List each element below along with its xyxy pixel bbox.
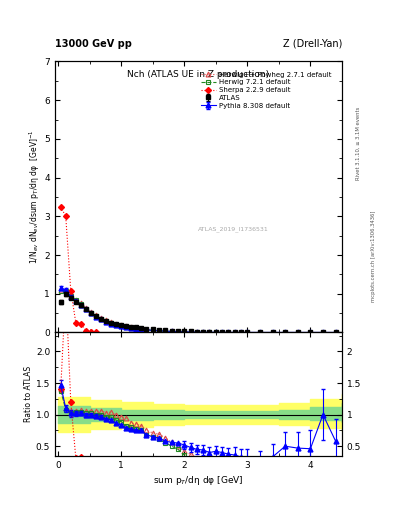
Sherpa 2.2.9 default bbox=[63, 214, 68, 220]
Herwig++ Powheg 2.7.1 default bbox=[124, 323, 129, 329]
Herwig++ Powheg 2.7.1 default bbox=[79, 301, 83, 307]
Herwig 7.2.1 default bbox=[79, 301, 83, 307]
Herwig++ Powheg 2.7.1 default bbox=[207, 329, 212, 335]
Herwig 7.2.1 default bbox=[94, 313, 98, 319]
Herwig++ Powheg 2.7.1 default bbox=[84, 305, 88, 311]
Line: Sherpa 2.2.9 default: Sherpa 2.2.9 default bbox=[59, 205, 98, 334]
Sherpa 2.2.9 default bbox=[79, 321, 83, 327]
Herwig 7.2.1 default bbox=[73, 297, 78, 304]
Herwig++ Powheg 2.7.1 default bbox=[129, 325, 134, 331]
Herwig++ Powheg 2.7.1 default bbox=[144, 327, 149, 333]
Herwig 7.2.1 default bbox=[163, 328, 168, 334]
Herwig++ Powheg 2.7.1 default bbox=[58, 287, 63, 293]
Herwig++ Powheg 2.7.1 default bbox=[188, 329, 193, 335]
Text: Nch (ATLAS UE in Z production): Nch (ATLAS UE in Z production) bbox=[127, 70, 270, 78]
Herwig 7.2.1 default bbox=[176, 329, 180, 335]
Sherpa 2.2.9 default bbox=[88, 329, 93, 335]
Herwig 7.2.1 default bbox=[207, 329, 212, 335]
Herwig++ Powheg 2.7.1 default bbox=[163, 328, 168, 334]
Herwig++ Powheg 2.7.1 default bbox=[139, 326, 144, 332]
Y-axis label: 1/N$_{ev}$ dN$_{ev}$/dsum p$_T$/dη dφ  [GeV]$^{-1}$: 1/N$_{ev}$ dN$_{ev}$/dsum p$_T$/dη dφ [G… bbox=[27, 130, 42, 264]
Herwig 7.2.1 default bbox=[109, 320, 114, 326]
Herwig++ Powheg 2.7.1 default bbox=[176, 329, 180, 335]
Sherpa 2.2.9 default bbox=[58, 204, 63, 210]
Herwig 7.2.1 default bbox=[144, 327, 149, 333]
Herwig 7.2.1 default bbox=[134, 326, 139, 332]
Text: mcplots.cern.ch [arXiv:1306.3436]: mcplots.cern.ch [arXiv:1306.3436] bbox=[371, 210, 376, 302]
Herwig 7.2.1 default bbox=[84, 306, 88, 312]
Herwig 7.2.1 default bbox=[99, 316, 103, 322]
Herwig 7.2.1 default bbox=[88, 310, 93, 316]
Herwig++ Powheg 2.7.1 default bbox=[63, 287, 68, 293]
Sherpa 2.2.9 default bbox=[68, 288, 73, 294]
Herwig 7.2.1 default bbox=[201, 329, 206, 335]
Line: Herwig 7.2.1 default: Herwig 7.2.1 default bbox=[58, 288, 218, 335]
Herwig 7.2.1 default bbox=[114, 322, 119, 328]
Herwig++ Powheg 2.7.1 default bbox=[157, 328, 162, 334]
Text: Rivet 3.1.10, ≥ 3.1M events: Rivet 3.1.10, ≥ 3.1M events bbox=[356, 106, 361, 180]
Herwig 7.2.1 default bbox=[129, 325, 134, 331]
Text: Z (Drell-Yan): Z (Drell-Yan) bbox=[283, 38, 342, 49]
Herwig++ Powheg 2.7.1 default bbox=[151, 327, 155, 333]
Herwig++ Powheg 2.7.1 default bbox=[182, 329, 187, 335]
Herwig 7.2.1 default bbox=[157, 328, 162, 334]
Text: 13000 GeV pp: 13000 GeV pp bbox=[55, 38, 132, 49]
Herwig++ Powheg 2.7.1 default bbox=[94, 312, 98, 318]
Sherpa 2.2.9 default bbox=[94, 329, 98, 335]
Herwig 7.2.1 default bbox=[188, 329, 193, 335]
Herwig 7.2.1 default bbox=[151, 327, 155, 333]
Herwig++ Powheg 2.7.1 default bbox=[195, 329, 199, 335]
Herwig 7.2.1 default bbox=[63, 288, 68, 294]
Herwig 7.2.1 default bbox=[58, 288, 63, 294]
Herwig 7.2.1 default bbox=[169, 328, 174, 334]
Herwig++ Powheg 2.7.1 default bbox=[169, 328, 174, 334]
Herwig++ Powheg 2.7.1 default bbox=[201, 329, 206, 335]
Herwig++ Powheg 2.7.1 default bbox=[119, 322, 123, 328]
Text: ATLAS_2019_I1736531: ATLAS_2019_I1736531 bbox=[198, 227, 268, 232]
X-axis label: sum p$_T$/dη dφ [GeV]: sum p$_T$/dη dφ [GeV] bbox=[153, 474, 244, 487]
Herwig++ Powheg 2.7.1 default bbox=[109, 319, 114, 326]
Herwig 7.2.1 default bbox=[104, 318, 108, 324]
Legend: Herwig++ Powheg 2.7.1 default, Herwig 7.2.1 default, Sherpa 2.2.9 default, ATLAS: Herwig++ Powheg 2.7.1 default, Herwig 7.… bbox=[199, 70, 333, 110]
Herwig++ Powheg 2.7.1 default bbox=[134, 325, 139, 331]
Herwig 7.2.1 default bbox=[119, 323, 123, 329]
Sherpa 2.2.9 default bbox=[73, 319, 78, 326]
Herwig++ Powheg 2.7.1 default bbox=[68, 293, 73, 299]
Herwig 7.2.1 default bbox=[139, 326, 144, 332]
Herwig++ Powheg 2.7.1 default bbox=[88, 309, 93, 315]
Herwig++ Powheg 2.7.1 default bbox=[114, 321, 119, 327]
Herwig++ Powheg 2.7.1 default bbox=[99, 315, 103, 321]
Herwig++ Powheg 2.7.1 default bbox=[104, 317, 108, 324]
Herwig 7.2.1 default bbox=[68, 293, 73, 300]
Herwig 7.2.1 default bbox=[195, 329, 199, 335]
Herwig++ Powheg 2.7.1 default bbox=[73, 296, 78, 303]
Herwig 7.2.1 default bbox=[213, 329, 218, 335]
Y-axis label: Ratio to ATLAS: Ratio to ATLAS bbox=[24, 366, 33, 422]
Line: Herwig++ Powheg 2.7.1 default: Herwig++ Powheg 2.7.1 default bbox=[58, 287, 212, 335]
Herwig 7.2.1 default bbox=[124, 324, 129, 330]
Herwig 7.2.1 default bbox=[182, 329, 187, 335]
Sherpa 2.2.9 default bbox=[84, 328, 88, 334]
